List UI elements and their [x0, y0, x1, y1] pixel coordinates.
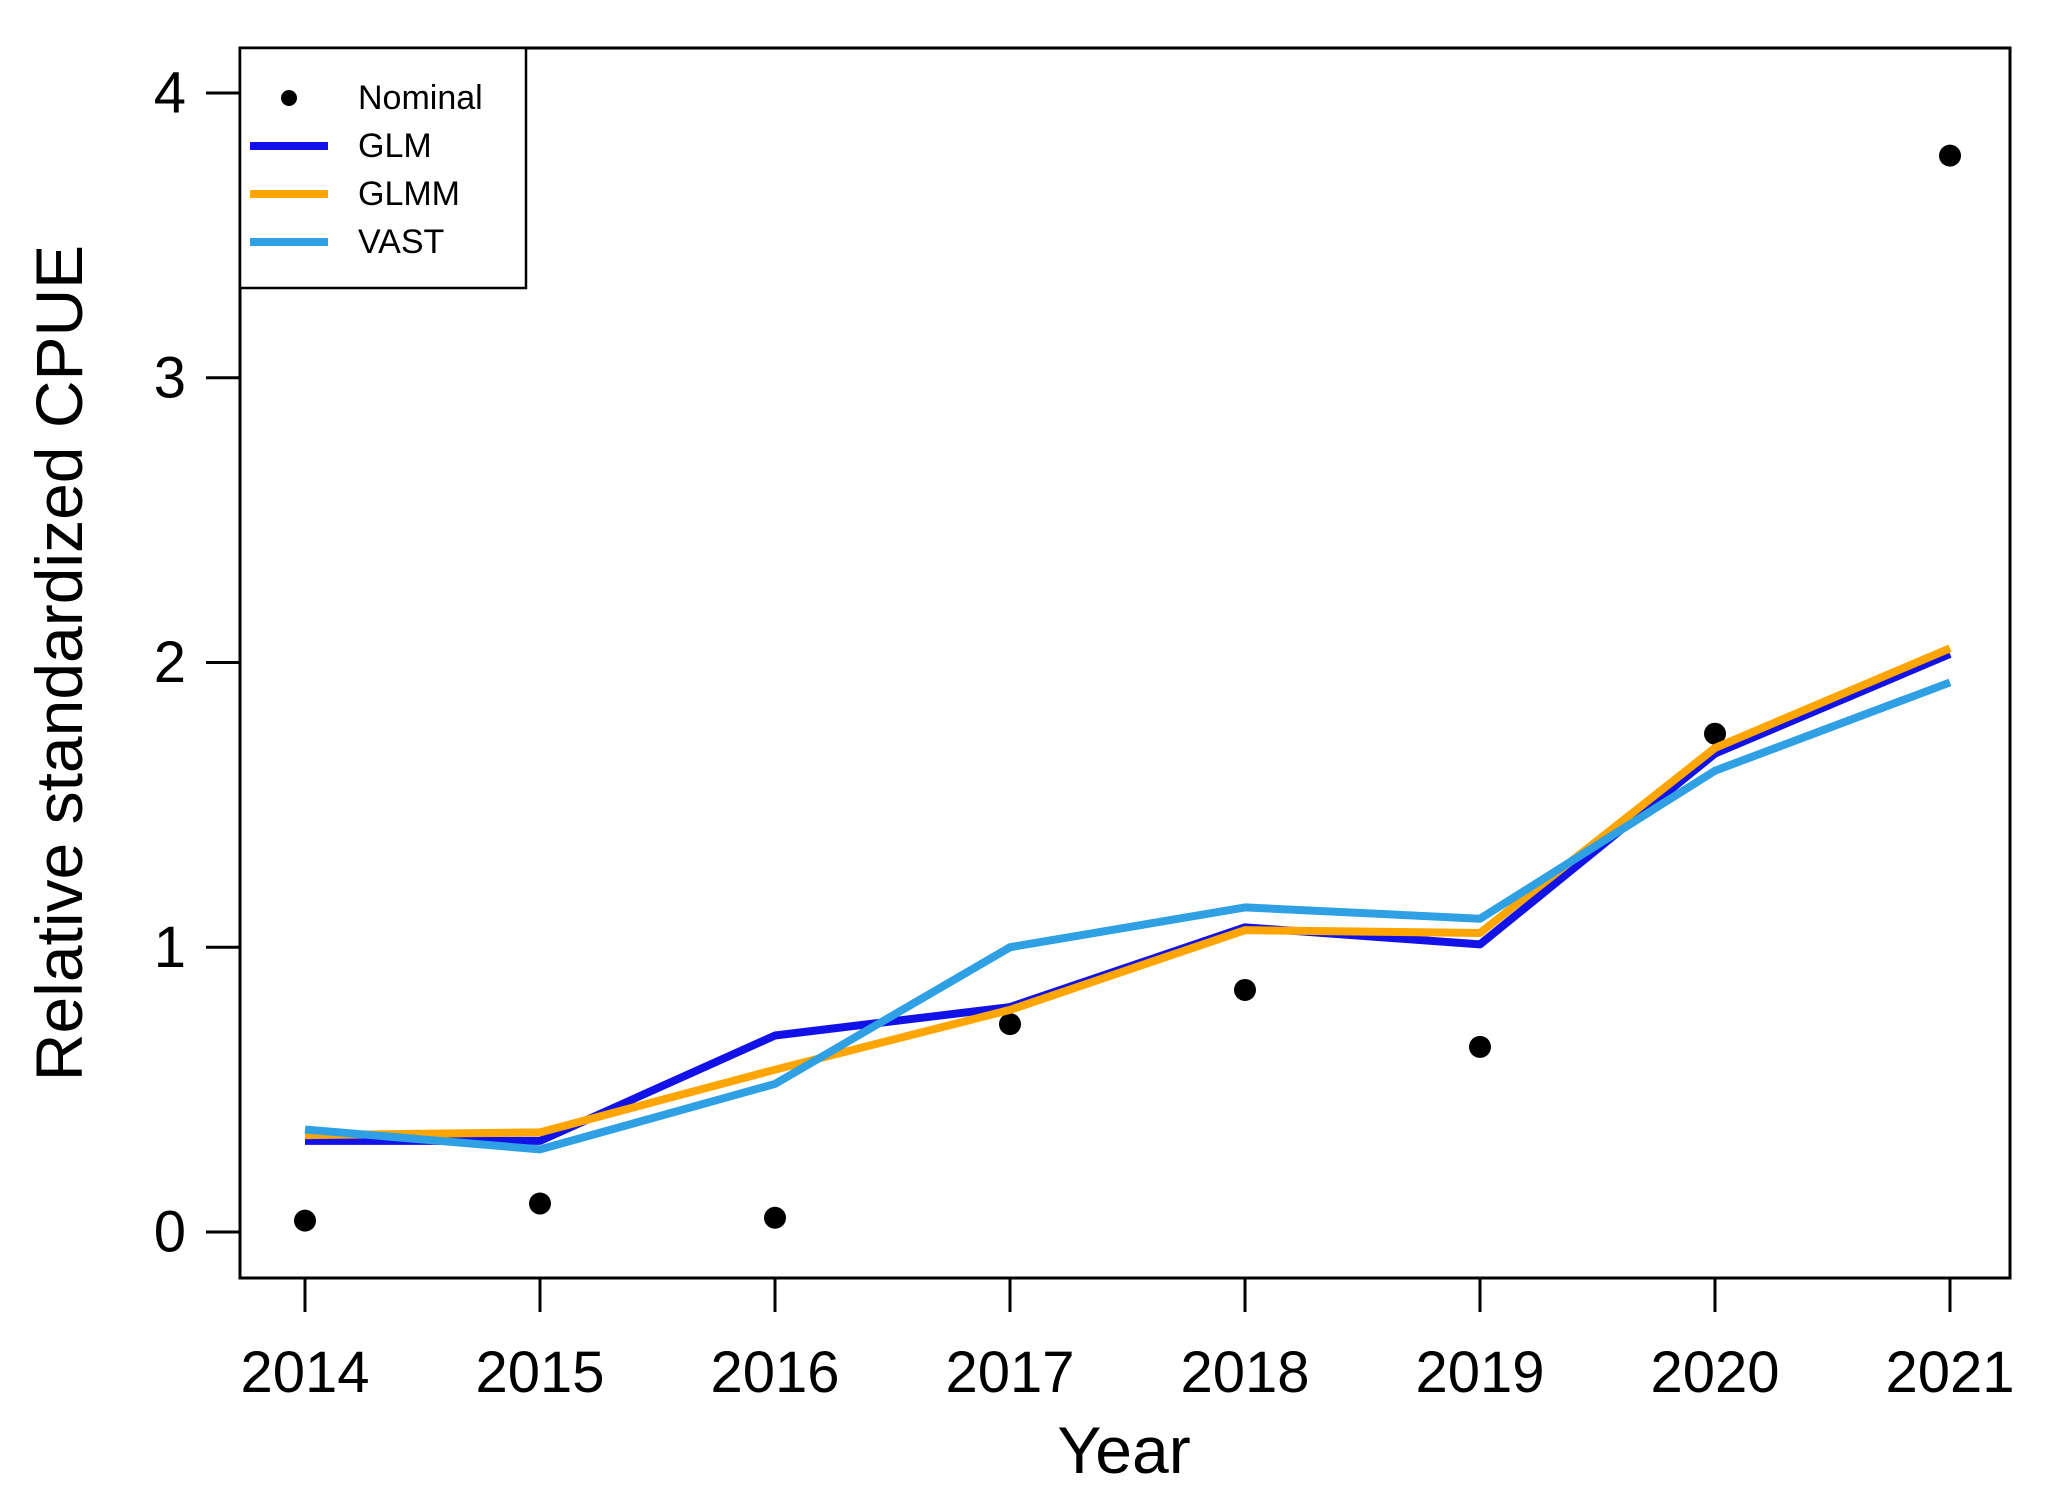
x-axis-title: Year: [1057, 1413, 1190, 1487]
x-axis-tick-label: 2018: [1180, 1340, 1309, 1405]
legend-marker-nominal-icon: [281, 90, 297, 106]
nominal-point-2020: [1704, 722, 1726, 745]
nominal-point-2015: [529, 1192, 551, 1215]
y-axis-tick-label: 3: [154, 345, 186, 410]
nominal-point-2021: [1939, 144, 1961, 167]
nominal-point-2016: [764, 1206, 786, 1229]
x-axis-tick-label: 2017: [945, 1340, 1074, 1405]
x-axis-tick-label: 2015: [475, 1340, 604, 1405]
y-axis-tick-label: 1: [154, 915, 186, 980]
legend-label-glm: GLM: [358, 127, 432, 165]
legend-label-glmm: GLMM: [358, 175, 460, 213]
legend-label-vast: VAST: [358, 223, 444, 261]
x-axis-tick-label: 2020: [1650, 1340, 1779, 1405]
nominal-point-2018: [1234, 978, 1256, 1001]
x-axis-tick-label: 2019: [1415, 1340, 1544, 1405]
y-axis-title: Relative standardized CPUE: [22, 245, 96, 1081]
legend-box: [238, 46, 528, 290]
legend-label-nominal: Nominal: [358, 79, 483, 117]
series-line-glm: [305, 650, 1952, 1145]
x-axis-tick-label: 2016: [710, 1340, 839, 1405]
y-axis-tick-label: 2: [154, 630, 186, 695]
nominal-point-2014: [294, 1209, 316, 1232]
y-axis-tick-label: 0: [154, 1200, 186, 1265]
series-line-vast: [304, 678, 1952, 1154]
y-axis-tick-label: 4: [154, 61, 186, 126]
nominal-point-2019: [1469, 1035, 1491, 1058]
x-axis-tick-label: 2014: [240, 1340, 369, 1405]
x-axis-tick-label: 2021: [1885, 1340, 2014, 1405]
series-line-glmm: [304, 644, 1952, 1140]
nominal-point-2017: [999, 1013, 1021, 1036]
